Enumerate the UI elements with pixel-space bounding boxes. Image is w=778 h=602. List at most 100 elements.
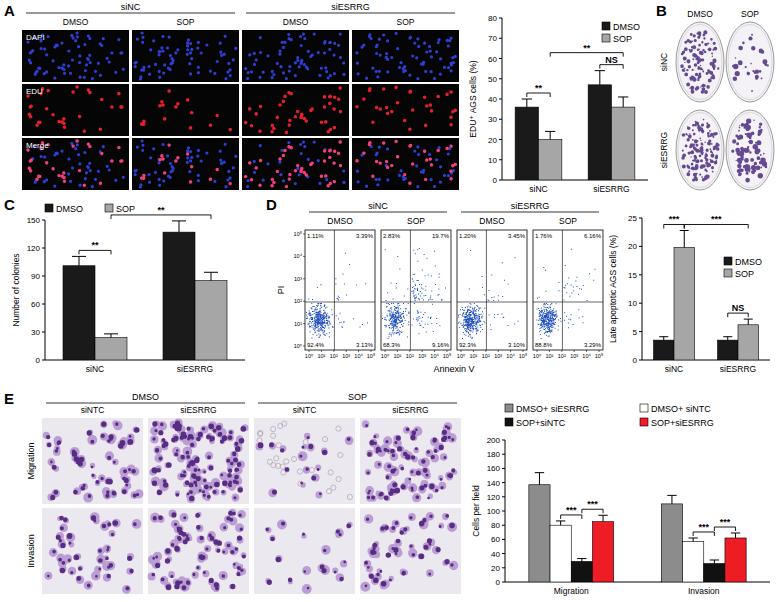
micrograph bbox=[242, 84, 349, 136]
column-label: DMSO bbox=[283, 17, 309, 27]
y-tick-label: 10¹ bbox=[294, 321, 302, 327]
x-tick-label: siESRRG bbox=[720, 364, 756, 374]
significance-bracket bbox=[582, 509, 603, 513]
error-bar bbox=[72, 256, 86, 265]
y-tick-label: 200 bbox=[487, 436, 501, 445]
y-tick-label: 80 bbox=[491, 521, 500, 530]
legend-label: DMSO bbox=[613, 22, 640, 32]
y-tick-label: 20 bbox=[491, 564, 500, 573]
significance-label: *** bbox=[711, 214, 722, 224]
significance-label: *** bbox=[587, 499, 598, 509]
y-tick-label: 0 bbox=[493, 176, 498, 185]
group-label: siNC bbox=[121, 2, 141, 12]
y-tick bbox=[502, 511, 505, 512]
bar bbox=[725, 538, 746, 582]
bar bbox=[195, 281, 227, 360]
column-label: DMSO bbox=[63, 17, 89, 27]
significance-bracket bbox=[79, 250, 111, 254]
legend-swatch bbox=[505, 404, 513, 412]
x-tick-label: 10³ bbox=[418, 353, 426, 359]
cells bbox=[149, 419, 248, 503]
transwell-image bbox=[42, 418, 143, 504]
quadrant-value: 6.16% bbox=[584, 233, 602, 239]
x-tick bbox=[586, 350, 587, 352]
y-axis bbox=[642, 218, 643, 360]
y-tick bbox=[303, 346, 305, 347]
x-tick-label: 10¹ bbox=[393, 353, 401, 359]
bar bbox=[550, 525, 571, 582]
column-label: SOP bbox=[559, 216, 577, 226]
error-bar bbox=[710, 560, 719, 564]
cells bbox=[365, 424, 455, 500]
colonies bbox=[680, 30, 719, 94]
bar bbox=[529, 485, 550, 582]
bar bbox=[704, 564, 725, 582]
legend-swatch bbox=[724, 269, 732, 277]
significance-bracket bbox=[111, 215, 211, 219]
significance-bracket bbox=[684, 224, 748, 228]
page: {"chart_data": [ {"type": "bar", "y_labe… bbox=[0, 0, 778, 602]
x-tick-label: 10⁵ bbox=[519, 353, 527, 359]
x-tick-label: 10⁴ bbox=[506, 353, 515, 359]
legend-label: SOP bbox=[116, 204, 135, 214]
quadrant-line bbox=[410, 230, 411, 350]
y-tick bbox=[639, 360, 642, 361]
cells bbox=[43, 420, 144, 502]
plate-rim bbox=[728, 113, 772, 188]
legend-swatch bbox=[105, 204, 113, 212]
row-label: siNC bbox=[659, 53, 669, 71]
y-tick bbox=[499, 139, 502, 140]
legend-label: DMSO+ siNTC bbox=[651, 404, 711, 414]
quadrant-value: 3.39% bbox=[356, 233, 374, 239]
quadrant-value: 3.10% bbox=[508, 342, 526, 348]
transwell-image bbox=[360, 418, 461, 504]
error-bar bbox=[204, 272, 218, 280]
y-tick-label: 10⁰ bbox=[294, 343, 303, 349]
y-tick-label: 120 bbox=[27, 244, 41, 253]
y-tick bbox=[499, 58, 502, 59]
legend-swatch bbox=[505, 418, 513, 426]
transwell-image bbox=[360, 508, 461, 594]
y-tick bbox=[42, 220, 45, 221]
x-tick-label: 10⁴ bbox=[354, 353, 363, 359]
y-tick bbox=[502, 468, 505, 469]
x-tick bbox=[358, 350, 359, 352]
group-line bbox=[46, 403, 245, 404]
cells bbox=[258, 436, 351, 495]
column-label: SOP bbox=[741, 9, 759, 19]
error-bar bbox=[598, 515, 607, 521]
group-label: DMSO bbox=[132, 392, 159, 402]
x-tick bbox=[485, 350, 486, 352]
significance-bracket bbox=[664, 224, 684, 228]
row-label: siESRRG bbox=[659, 132, 669, 168]
x-tick-label: Invasion bbox=[688, 586, 720, 596]
error-bar bbox=[744, 319, 753, 325]
edu-nuclei bbox=[244, 140, 342, 188]
x-tick bbox=[371, 350, 372, 352]
events bbox=[536, 249, 595, 339]
figure: AsiNCsiESRRGDMSODAPIEDUMergeSOPDMSOSOPBD… bbox=[0, 0, 778, 602]
micrograph bbox=[132, 138, 239, 190]
significance-label: ** bbox=[583, 43, 591, 53]
significance-bracket bbox=[561, 515, 582, 519]
quadrant-line bbox=[457, 302, 527, 303]
y-tick bbox=[502, 582, 505, 583]
x-tick-label: 10⁵ bbox=[595, 353, 603, 359]
x-tick-label: 10³ bbox=[570, 353, 578, 359]
colonies bbox=[731, 118, 767, 182]
significance-label: *** bbox=[698, 522, 709, 532]
micrograph bbox=[22, 30, 129, 82]
plate-rim bbox=[678, 25, 722, 100]
nuclei bbox=[355, 140, 457, 189]
row-label: EDU bbox=[26, 87, 43, 96]
x-tick bbox=[461, 350, 462, 352]
x-tick bbox=[561, 350, 562, 352]
nuclei bbox=[244, 32, 346, 80]
transwell-image bbox=[148, 508, 249, 594]
events bbox=[306, 253, 368, 339]
edu-nuclei bbox=[244, 86, 342, 134]
legend-label: SOP bbox=[735, 269, 754, 279]
legend-swatch bbox=[602, 22, 610, 30]
row-label: Invasion bbox=[26, 534, 36, 568]
quadrant-value: 92.3% bbox=[459, 342, 477, 348]
